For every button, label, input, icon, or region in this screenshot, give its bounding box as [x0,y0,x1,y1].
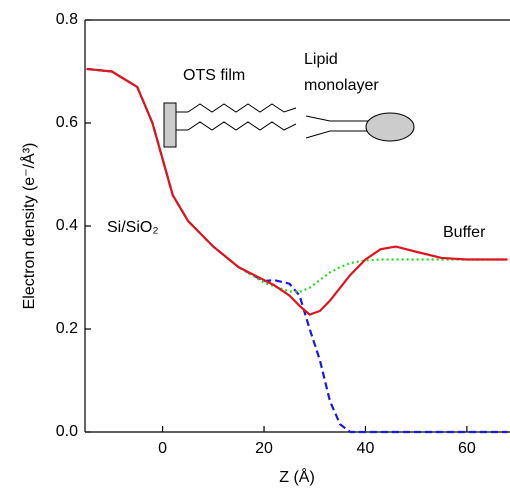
y-tick-label: 0.2 [56,320,78,337]
annotation: Lipid monolayer [304,51,379,94]
annotation: Buffer [443,224,486,241]
x-tick-label: 40 [357,440,375,457]
y-tick-label: 0.4 [56,217,78,234]
x-tick-label: 60 [458,440,476,457]
inset-sketch [163,102,415,148]
data-line [86,67,508,434]
x-tick-label: 20 [255,440,273,457]
y-tick-label: 0.8 [56,11,78,28]
data-line [86,67,508,316]
x-tick-label: 0 [158,440,167,457]
y-tick-label: 0.6 [56,114,78,131]
y-tick-label: 0.0 [56,423,78,440]
annotation: OTS film [183,67,245,84]
annotation: Si/SiO₂ [107,219,159,236]
y-axis-label: Electron density (e⁻/Å³) [19,143,38,310]
x-axis-label: Z (Å) [279,467,315,486]
